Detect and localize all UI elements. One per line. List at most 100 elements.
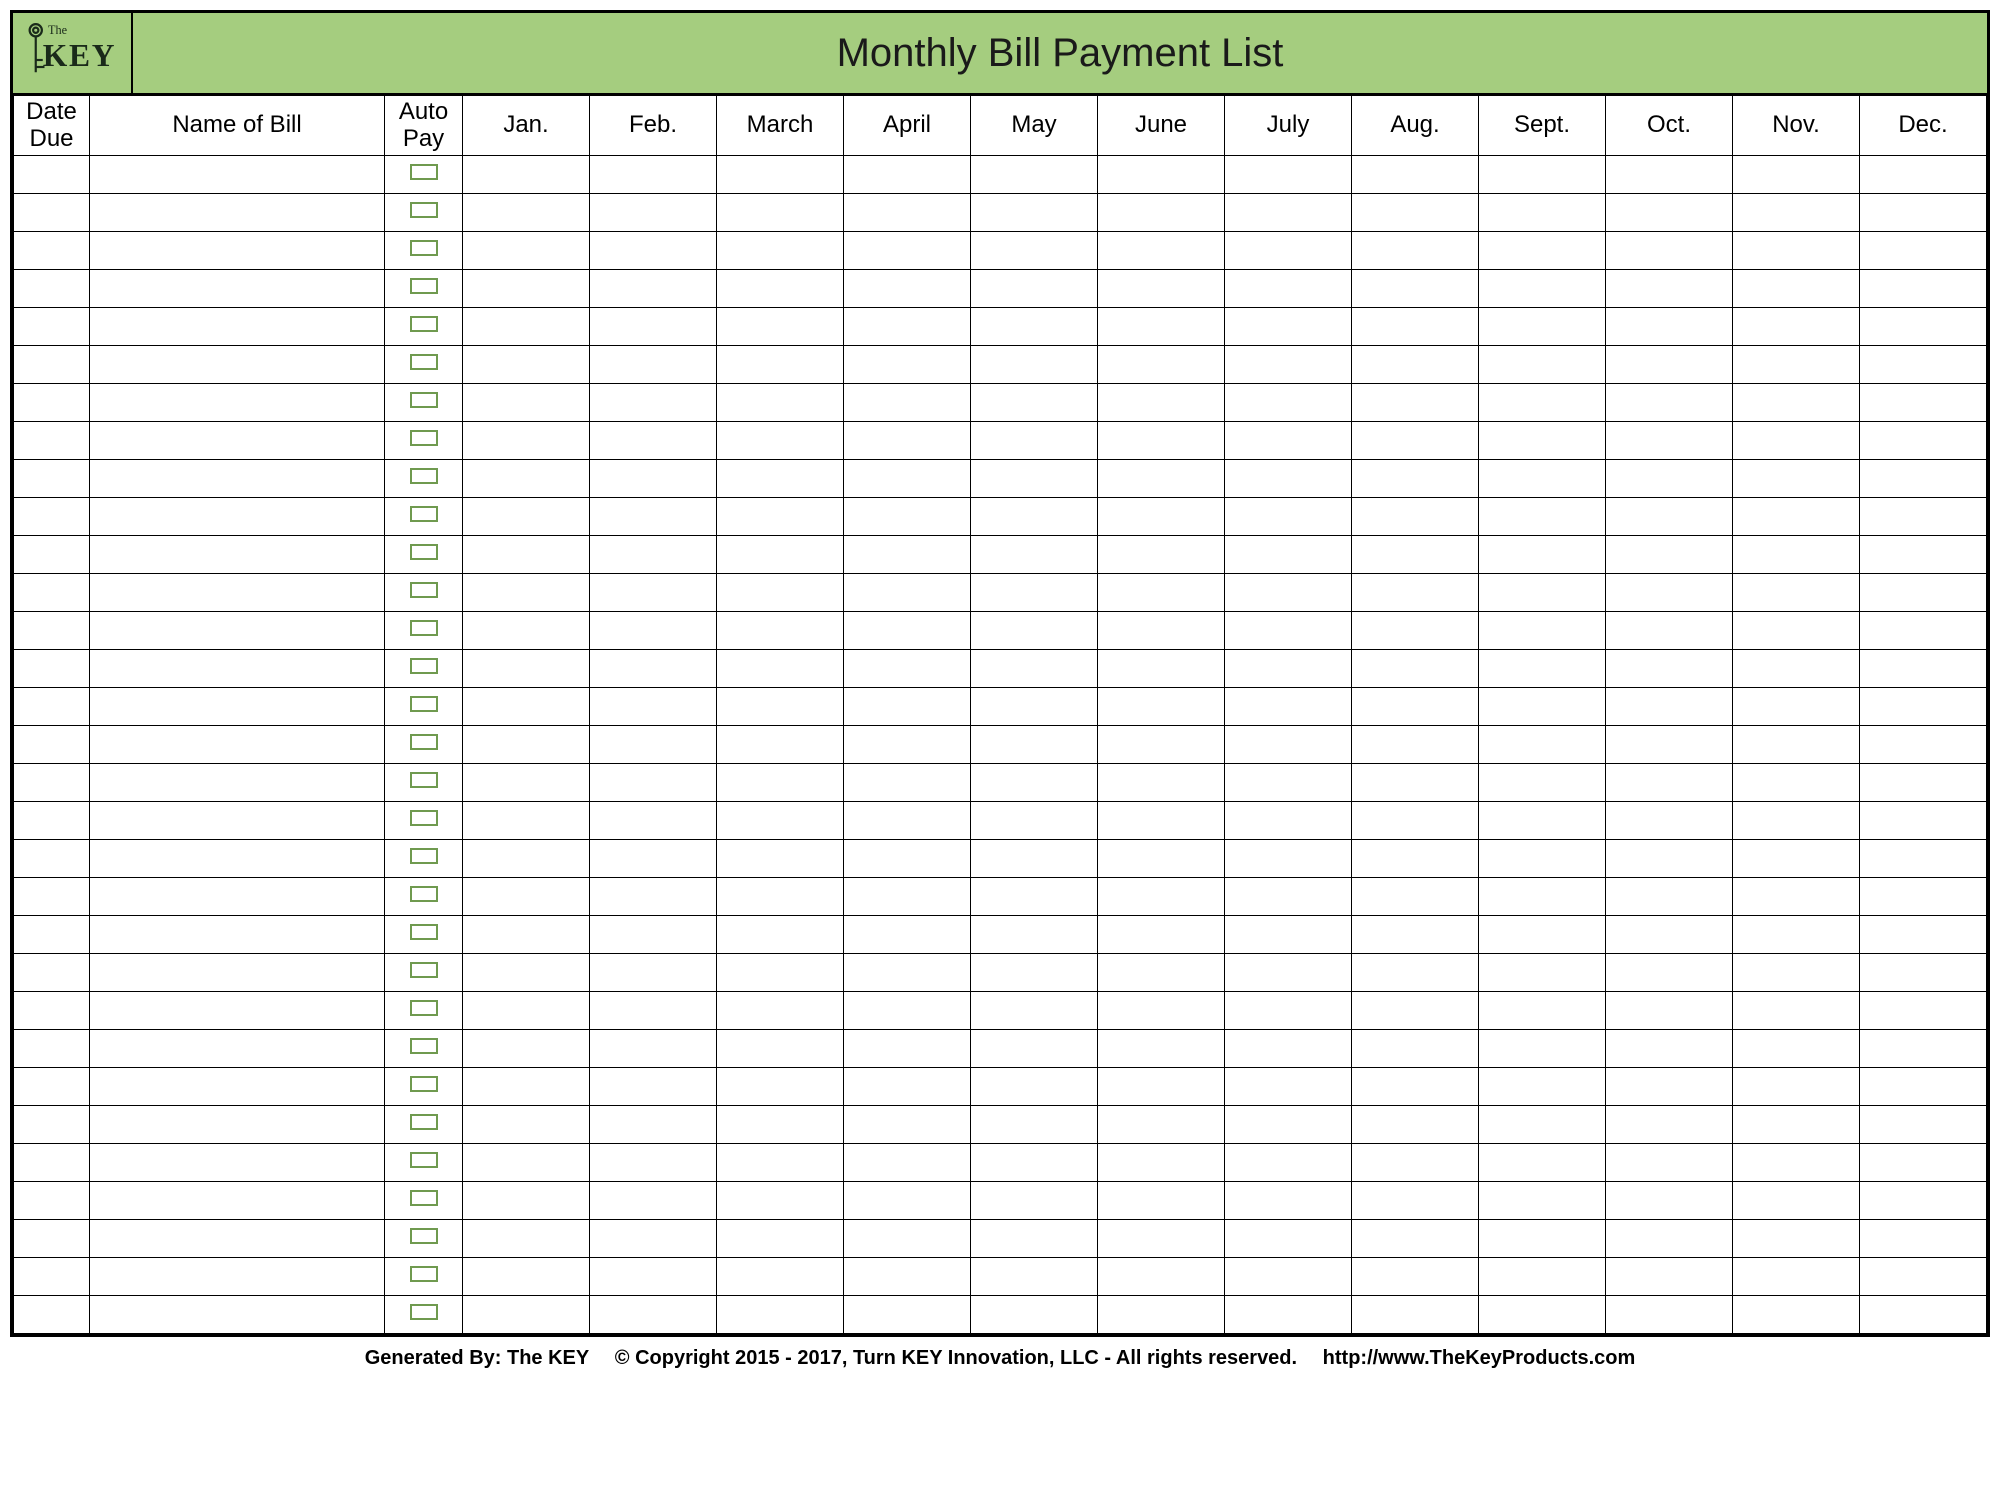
month-cell[interactable] bbox=[717, 650, 844, 688]
month-cell[interactable] bbox=[1479, 840, 1606, 878]
month-cell[interactable] bbox=[1352, 574, 1479, 612]
month-cell[interactable] bbox=[590, 384, 717, 422]
month-cell[interactable] bbox=[971, 232, 1098, 270]
month-cell[interactable] bbox=[1606, 1068, 1733, 1106]
date-due-cell[interactable] bbox=[14, 992, 90, 1030]
month-cell[interactable] bbox=[1352, 726, 1479, 764]
month-cell[interactable] bbox=[1606, 1258, 1733, 1296]
bill-name-cell[interactable] bbox=[90, 840, 385, 878]
month-cell[interactable] bbox=[1225, 1030, 1352, 1068]
date-due-cell[interactable] bbox=[14, 1220, 90, 1258]
month-cell[interactable] bbox=[1225, 384, 1352, 422]
month-cell[interactable] bbox=[717, 1258, 844, 1296]
month-cell[interactable] bbox=[1860, 764, 1987, 802]
month-cell[interactable] bbox=[1733, 954, 1860, 992]
bill-name-cell[interactable] bbox=[90, 764, 385, 802]
month-cell[interactable] bbox=[1606, 574, 1733, 612]
month-cell[interactable] bbox=[1098, 270, 1225, 308]
auto-pay-checkbox[interactable] bbox=[410, 468, 438, 484]
month-cell[interactable] bbox=[1225, 1258, 1352, 1296]
month-cell[interactable] bbox=[1225, 1220, 1352, 1258]
month-cell[interactable] bbox=[717, 384, 844, 422]
month-cell[interactable] bbox=[1479, 878, 1606, 916]
month-cell[interactable] bbox=[1733, 1258, 1860, 1296]
month-cell[interactable] bbox=[1225, 346, 1352, 384]
month-cell[interactable] bbox=[1733, 1296, 1860, 1334]
month-cell[interactable] bbox=[1352, 840, 1479, 878]
month-cell[interactable] bbox=[1860, 536, 1987, 574]
auto-pay-checkbox[interactable] bbox=[410, 392, 438, 408]
month-cell[interactable] bbox=[717, 1106, 844, 1144]
month-cell[interactable] bbox=[844, 1258, 971, 1296]
bill-name-cell[interactable] bbox=[90, 422, 385, 460]
bill-name-cell[interactable] bbox=[90, 1144, 385, 1182]
month-cell[interactable] bbox=[1479, 574, 1606, 612]
bill-name-cell[interactable] bbox=[90, 270, 385, 308]
auto-pay-checkbox[interactable] bbox=[410, 848, 438, 864]
month-cell[interactable] bbox=[1225, 308, 1352, 346]
month-cell[interactable] bbox=[1352, 346, 1479, 384]
month-cell[interactable] bbox=[844, 1296, 971, 1334]
auto-pay-checkbox[interactable] bbox=[410, 1304, 438, 1320]
month-cell[interactable] bbox=[1098, 346, 1225, 384]
date-due-cell[interactable] bbox=[14, 232, 90, 270]
bill-name-cell[interactable] bbox=[90, 726, 385, 764]
month-cell[interactable] bbox=[844, 498, 971, 536]
date-due-cell[interactable] bbox=[14, 536, 90, 574]
month-cell[interactable] bbox=[1606, 422, 1733, 460]
auto-pay-checkbox[interactable] bbox=[410, 1152, 438, 1168]
month-cell[interactable] bbox=[463, 498, 590, 536]
month-cell[interactable] bbox=[844, 1068, 971, 1106]
month-cell[interactable] bbox=[590, 1068, 717, 1106]
month-cell[interactable] bbox=[1225, 232, 1352, 270]
month-cell[interactable] bbox=[1606, 954, 1733, 992]
month-cell[interactable] bbox=[1225, 612, 1352, 650]
month-cell[interactable] bbox=[1606, 802, 1733, 840]
month-cell[interactable] bbox=[1098, 384, 1225, 422]
month-cell[interactable] bbox=[844, 1144, 971, 1182]
auto-pay-checkbox[interactable] bbox=[410, 886, 438, 902]
auto-pay-checkbox[interactable] bbox=[410, 240, 438, 256]
auto-pay-checkbox[interactable] bbox=[410, 1228, 438, 1244]
month-cell[interactable] bbox=[1352, 498, 1479, 536]
month-cell[interactable] bbox=[590, 156, 717, 194]
month-cell[interactable] bbox=[971, 1144, 1098, 1182]
month-cell[interactable] bbox=[971, 384, 1098, 422]
month-cell[interactable] bbox=[1479, 992, 1606, 1030]
month-cell[interactable] bbox=[463, 574, 590, 612]
bill-name-cell[interactable] bbox=[90, 1220, 385, 1258]
auto-pay-checkbox[interactable] bbox=[410, 1076, 438, 1092]
month-cell[interactable] bbox=[717, 726, 844, 764]
month-cell[interactable] bbox=[1225, 916, 1352, 954]
month-cell[interactable] bbox=[1098, 1030, 1225, 1068]
month-cell[interactable] bbox=[1860, 346, 1987, 384]
month-cell[interactable] bbox=[463, 536, 590, 574]
month-cell[interactable] bbox=[1352, 878, 1479, 916]
month-cell[interactable] bbox=[1860, 650, 1987, 688]
month-cell[interactable] bbox=[844, 536, 971, 574]
auto-pay-checkbox[interactable] bbox=[410, 1266, 438, 1282]
month-cell[interactable] bbox=[1733, 156, 1860, 194]
month-cell[interactable] bbox=[1860, 612, 1987, 650]
month-cell[interactable] bbox=[1733, 308, 1860, 346]
month-cell[interactable] bbox=[1098, 726, 1225, 764]
month-cell[interactable] bbox=[844, 346, 971, 384]
month-cell[interactable] bbox=[717, 1182, 844, 1220]
month-cell[interactable] bbox=[1860, 954, 1987, 992]
date-due-cell[interactable] bbox=[14, 1296, 90, 1334]
month-cell[interactable] bbox=[1225, 460, 1352, 498]
month-cell[interactable] bbox=[844, 840, 971, 878]
month-cell[interactable] bbox=[590, 460, 717, 498]
month-cell[interactable] bbox=[590, 1258, 717, 1296]
date-due-cell[interactable] bbox=[14, 688, 90, 726]
month-cell[interactable] bbox=[1860, 840, 1987, 878]
month-cell[interactable] bbox=[1352, 1030, 1479, 1068]
month-cell[interactable] bbox=[463, 1220, 590, 1258]
month-cell[interactable] bbox=[1606, 1182, 1733, 1220]
month-cell[interactable] bbox=[463, 802, 590, 840]
date-due-cell[interactable] bbox=[14, 384, 90, 422]
month-cell[interactable] bbox=[1733, 460, 1860, 498]
month-cell[interactable] bbox=[717, 878, 844, 916]
month-cell[interactable] bbox=[590, 916, 717, 954]
month-cell[interactable] bbox=[463, 612, 590, 650]
